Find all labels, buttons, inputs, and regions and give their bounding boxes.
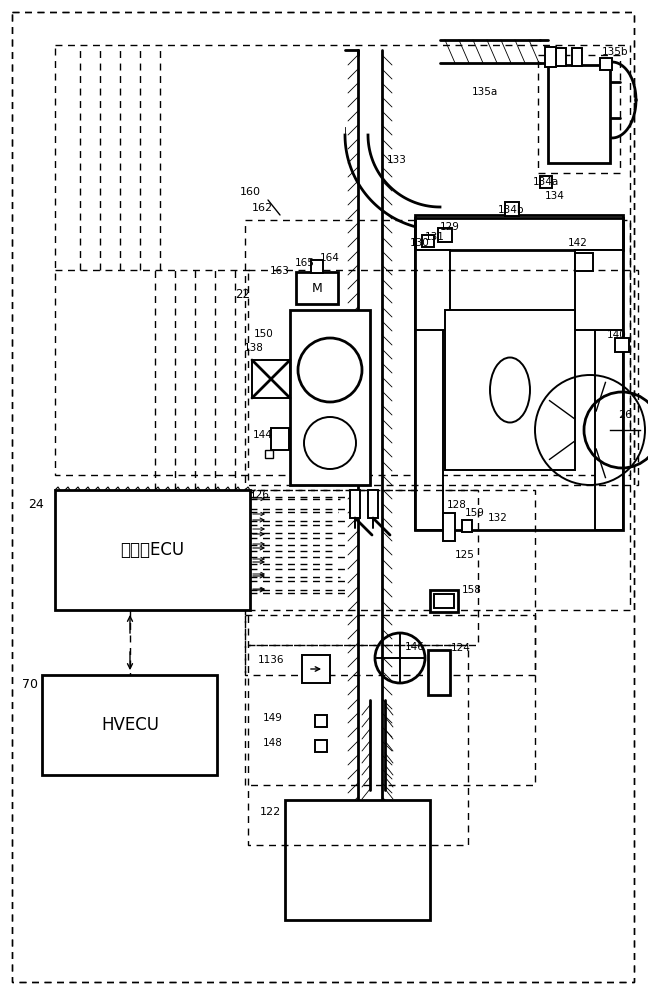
- Bar: [615, 338, 629, 352]
- Bar: [556, 48, 566, 66]
- Text: 134: 134: [545, 191, 565, 201]
- Text: 131: 131: [425, 232, 445, 242]
- Bar: [315, 715, 327, 727]
- Text: 135b: 135b: [602, 47, 629, 57]
- Text: 140: 140: [607, 330, 627, 340]
- Bar: [600, 58, 612, 70]
- Text: 122: 122: [260, 807, 281, 817]
- Bar: [595, 220, 623, 530]
- Bar: [245, 220, 630, 610]
- Bar: [540, 176, 552, 188]
- Bar: [430, 590, 458, 612]
- Bar: [55, 490, 250, 610]
- Bar: [415, 220, 443, 530]
- Bar: [572, 48, 582, 66]
- Bar: [443, 513, 455, 541]
- Bar: [545, 47, 556, 67]
- Bar: [245, 615, 535, 785]
- Text: 165: 165: [295, 258, 315, 268]
- Text: 150: 150: [254, 329, 273, 339]
- Bar: [248, 490, 478, 645]
- Text: 124: 124: [451, 643, 471, 653]
- Text: HVECU: HVECU: [101, 716, 159, 734]
- Bar: [434, 594, 454, 608]
- Text: 163: 163: [270, 266, 290, 276]
- Text: 125: 125: [455, 550, 475, 560]
- Bar: [548, 65, 610, 163]
- Text: 129: 129: [440, 222, 460, 232]
- Bar: [415, 220, 443, 530]
- Text: 133: 133: [387, 155, 407, 165]
- Bar: [285, 800, 430, 920]
- Bar: [438, 228, 452, 242]
- Bar: [462, 520, 472, 532]
- Text: M: M: [312, 282, 322, 294]
- Bar: [428, 650, 450, 695]
- Bar: [415, 218, 623, 530]
- Text: 158: 158: [462, 585, 482, 595]
- Bar: [315, 740, 327, 752]
- Text: 135a: 135a: [472, 87, 498, 97]
- Text: 162: 162: [252, 203, 273, 213]
- Bar: [575, 250, 623, 330]
- Bar: [445, 310, 575, 470]
- Text: 148: 148: [263, 738, 283, 748]
- Bar: [302, 655, 330, 683]
- Bar: [415, 250, 450, 330]
- Bar: [248, 645, 468, 845]
- Bar: [42, 675, 217, 775]
- Bar: [575, 253, 593, 271]
- Text: 126: 126: [250, 490, 270, 500]
- Bar: [368, 490, 378, 518]
- Text: 130: 130: [410, 238, 430, 248]
- Text: 24: 24: [28, 498, 44, 512]
- Text: 70: 70: [22, 678, 38, 692]
- Text: 134a: 134a: [533, 177, 559, 187]
- Bar: [245, 490, 535, 675]
- Bar: [422, 235, 434, 247]
- Text: 发动机ECU: 发动机ECU: [120, 541, 184, 559]
- Text: 138: 138: [244, 343, 264, 353]
- Bar: [575, 250, 623, 330]
- Bar: [350, 490, 360, 518]
- Text: 1136: 1136: [258, 655, 284, 665]
- Bar: [252, 360, 290, 398]
- Text: 160: 160: [240, 187, 261, 197]
- Text: 26: 26: [618, 410, 632, 420]
- Bar: [311, 260, 323, 273]
- Text: 22: 22: [235, 288, 250, 302]
- Bar: [296, 272, 338, 304]
- Bar: [415, 215, 623, 250]
- Bar: [538, 55, 620, 173]
- Bar: [271, 428, 289, 450]
- Text: 164: 164: [320, 253, 340, 263]
- Bar: [55, 45, 630, 475]
- Bar: [415, 220, 623, 250]
- Text: 144: 144: [253, 430, 273, 440]
- Text: 128: 128: [447, 500, 467, 510]
- Bar: [265, 450, 273, 458]
- Bar: [290, 310, 370, 485]
- Text: 132: 132: [488, 513, 508, 523]
- Text: 149: 149: [263, 713, 283, 723]
- Text: 134b: 134b: [498, 205, 524, 215]
- Bar: [415, 220, 623, 250]
- Bar: [248, 270, 638, 485]
- Text: 159: 159: [465, 508, 485, 518]
- Bar: [505, 202, 519, 216]
- Bar: [595, 220, 623, 530]
- Text: 146: 146: [405, 642, 425, 652]
- Text: 142: 142: [568, 238, 588, 248]
- Bar: [415, 250, 450, 330]
